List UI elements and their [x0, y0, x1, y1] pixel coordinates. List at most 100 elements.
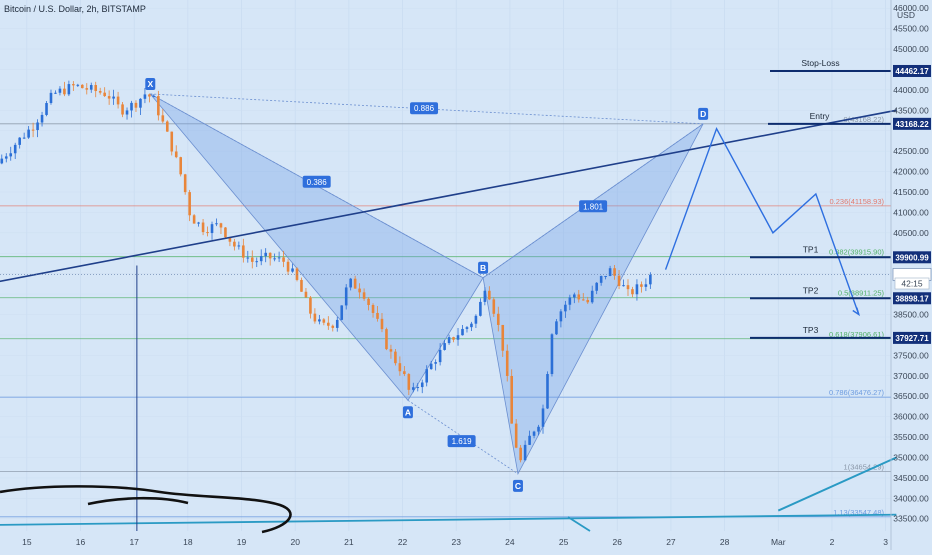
- candle: [581, 293, 585, 301]
- point-badge-x[interactable]: [145, 77, 156, 90]
- candle-body: [344, 287, 348, 306]
- candle: [170, 131, 174, 156]
- candle: [501, 324, 505, 357]
- candle: [139, 98, 142, 115]
- level-label: Stop-Loss: [801, 58, 839, 68]
- support-line[interactable]: [777, 456, 897, 512]
- candle-body: [139, 98, 142, 108]
- candle-body: [505, 350, 509, 376]
- candle: [58, 86, 62, 96]
- candle-body: [81, 84, 84, 89]
- candle-body: [599, 276, 603, 283]
- candle: [300, 277, 303, 292]
- candle: [367, 297, 370, 311]
- candle-body: [367, 298, 370, 305]
- candle: [528, 430, 531, 445]
- candle: [349, 277, 352, 291]
- freehand-drawing[interactable]: [0, 485, 292, 534]
- freehand-drawing[interactable]: [87, 496, 189, 506]
- time-axis[interactable]: 15 16 17 18 19 20 21 22 23 24 25 26 27 28 Mar 2 3: [22, 537, 888, 547]
- candle-body: [590, 290, 594, 303]
- candle-body: [631, 289, 634, 295]
- candle: [604, 275, 607, 280]
- trendline[interactable]: [0, 109, 897, 283]
- candle: [403, 366, 406, 377]
- candle: [331, 324, 335, 332]
- candle: [237, 241, 241, 250]
- candle-body: [9, 153, 13, 157]
- candle: [134, 100, 138, 112]
- candle-body: [206, 232, 209, 234]
- candle-body: [291, 268, 294, 272]
- candle-body: [112, 96, 115, 99]
- ratio-label: 1.619: [452, 437, 473, 446]
- candle-body: [27, 129, 30, 138]
- time-tick: 19: [237, 537, 247, 547]
- candle-body: [335, 319, 339, 328]
- candle: [313, 308, 317, 324]
- candle-body: [452, 337, 455, 340]
- candle: [49, 89, 53, 105]
- point-badge-c[interactable]: [512, 479, 523, 492]
- candle-body: [273, 258, 276, 260]
- base-line[interactable]: [0, 513, 897, 526]
- candle: [564, 300, 567, 318]
- drawn-lines[interactable]: [0, 109, 897, 534]
- candle-body: [380, 318, 384, 330]
- candle: [22, 132, 26, 139]
- candle: [206, 226, 209, 237]
- candle-body: [528, 435, 531, 445]
- candle: [125, 107, 129, 120]
- price-axis[interactable]: 33500.00 34000.00 34500.00 35000.00 35500.00…: [890, 0, 929, 550]
- candle-body: [644, 284, 648, 287]
- candle-body: [398, 363, 402, 372]
- projection-path[interactable]: [664, 126, 860, 315]
- candle: [353, 275, 357, 289]
- candle: [555, 318, 558, 336]
- candle: [327, 316, 330, 330]
- candle: [40, 111, 44, 127]
- countdown-box: 42:15: [894, 277, 930, 290]
- point-badge-a[interactable]: [402, 406, 413, 419]
- candle-body: [197, 222, 200, 224]
- point-badge-d[interactable]: [698, 107, 709, 120]
- price-tick: 42000.00: [893, 167, 929, 177]
- candle-body: [573, 294, 576, 298]
- candle-body: [443, 343, 446, 350]
- candle-body: [331, 325, 335, 328]
- point-badge-b[interactable]: [478, 261, 489, 274]
- candle-body: [300, 279, 303, 292]
- candle: [344, 284, 348, 310]
- candle-body: [63, 88, 66, 95]
- candle-body: [635, 284, 639, 295]
- candle-body: [18, 137, 21, 145]
- candle-body: [559, 311, 563, 322]
- candle: [492, 297, 496, 317]
- time-tick: 28: [720, 537, 730, 547]
- candle: [197, 221, 200, 227]
- level-label: TP1: [803, 244, 819, 254]
- candle: [130, 100, 133, 118]
- time-tick: 23: [452, 537, 462, 547]
- candle-body: [541, 408, 545, 427]
- candle: [318, 314, 321, 325]
- candle-body: [340, 305, 344, 320]
- candle-body: [165, 121, 169, 132]
- candle-body: [438, 349, 442, 363]
- candle: [586, 296, 590, 304]
- candle-body: [85, 88, 89, 90]
- candle: [438, 343, 442, 366]
- candle-body: [640, 284, 643, 287]
- candle-body: [447, 337, 451, 344]
- level-label: TP2: [803, 285, 819, 295]
- trade-levels[interactable]: Stop-Loss 44462.17 Entry 43168.22 TP1 39900.9…: [0, 58, 932, 344]
- time-tick: 25: [559, 537, 569, 547]
- candle-body: [58, 88, 62, 93]
- candle-body: [72, 84, 75, 86]
- candle: [259, 249, 263, 266]
- candle: [411, 382, 415, 393]
- fib-label: 0(43168.22): [844, 115, 885, 124]
- price-tag: 39900.99: [895, 253, 929, 262]
